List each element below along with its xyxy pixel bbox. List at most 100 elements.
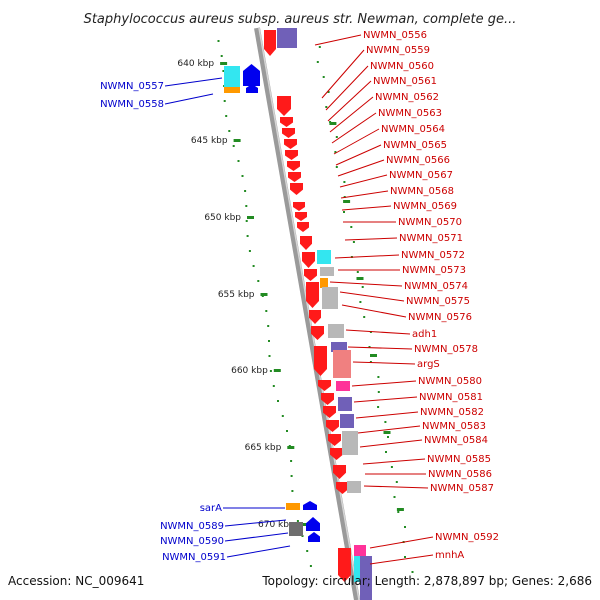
kbp-tick-label: 665 kbp bbox=[245, 443, 282, 453]
right-leader bbox=[355, 411, 419, 419]
right-leader bbox=[363, 485, 429, 489]
gc-dot bbox=[225, 115, 228, 117]
gc-dot bbox=[343, 211, 345, 213]
gene-arrow-forward bbox=[297, 222, 309, 232]
right-leader bbox=[325, 65, 369, 111]
cog-box bbox=[360, 556, 372, 600]
gc-dot bbox=[325, 106, 328, 108]
gene-arrow-forward bbox=[306, 282, 319, 308]
right-leader bbox=[337, 159, 385, 177]
gc-dot bbox=[220, 55, 223, 57]
right-leader bbox=[340, 190, 389, 199]
gc-dot bbox=[246, 235, 249, 237]
gc-dot bbox=[217, 40, 220, 42]
right-leader bbox=[334, 254, 400, 259]
gc-dot bbox=[268, 340, 270, 342]
gc-dot bbox=[322, 76, 325, 78]
gc-dot bbox=[363, 316, 366, 318]
cog-box bbox=[331, 342, 347, 352]
gene-arrow-forward bbox=[333, 465, 346, 479]
kbp-tick-label: 645 kbp bbox=[191, 136, 228, 146]
gc-dot bbox=[395, 481, 398, 483]
kbp-tick-label: 655 kbp bbox=[218, 290, 255, 300]
right-leader bbox=[369, 554, 434, 565]
label-leaders bbox=[164, 34, 434, 565]
right-gene-label: NWMN_0587 bbox=[430, 483, 494, 494]
right-tick bbox=[396, 508, 404, 511]
gc-dot bbox=[397, 511, 400, 513]
gene-arrow-forward bbox=[330, 448, 343, 460]
cog-box bbox=[322, 287, 338, 309]
gene-arrow-reverse bbox=[243, 64, 260, 86]
cog-box bbox=[336, 381, 350, 391]
gene-arrow-forward bbox=[277, 96, 291, 116]
right-gene-label: NWMN_0559 bbox=[366, 45, 430, 56]
right-gene-label: NWMN_0584 bbox=[424, 435, 488, 446]
gc-dot bbox=[281, 415, 284, 417]
gc-dot bbox=[257, 280, 260, 282]
accession-text: Accession: NC_009641 bbox=[8, 574, 144, 588]
gene-arrow-forward bbox=[264, 30, 276, 56]
gene-arrow-forward bbox=[290, 183, 303, 195]
gc-dot bbox=[245, 220, 248, 222]
gc-dot bbox=[390, 466, 393, 468]
gc-dot bbox=[369, 361, 372, 363]
cog-box bbox=[354, 545, 366, 557]
gene-arrow-forward bbox=[288, 172, 301, 182]
gc-dot bbox=[377, 406, 380, 408]
kbp-ticks: 640 kbp 645 kbp 650 kbp 655 kbp 660 kbp 665 k… bbox=[177, 59, 404, 530]
right-leader bbox=[352, 361, 416, 365]
gc-dot bbox=[404, 556, 406, 558]
cog-box bbox=[224, 87, 240, 93]
right-gene-label: NWMN_0563 bbox=[378, 108, 442, 119]
gc-dot bbox=[343, 181, 346, 183]
summary-text: Topology: circular; Length: 2,878,897 bp… bbox=[261, 574, 592, 588]
right-gene-label: adh1 bbox=[412, 329, 437, 340]
right-leader bbox=[345, 329, 411, 335]
gc-dot bbox=[252, 265, 255, 267]
gc-dot bbox=[335, 166, 338, 168]
backbone bbox=[254, 27, 360, 600]
right-gene-label: NWMN_0570 bbox=[398, 217, 462, 228]
right-leader bbox=[341, 205, 392, 211]
gene-features bbox=[224, 28, 372, 600]
right-leader bbox=[351, 380, 417, 387]
right-gene-label: NWMN_0567 bbox=[389, 170, 453, 181]
left-leader bbox=[164, 77, 223, 87]
gc-dot bbox=[241, 175, 244, 177]
gene-arrow-reverse bbox=[246, 84, 258, 93]
gc-dot bbox=[309, 565, 312, 567]
map-title: Staphylococcus aureus subsp. aureus str.… bbox=[84, 12, 517, 27]
gc-dot bbox=[352, 241, 355, 243]
right-gene-label: NWMN_0592 bbox=[435, 532, 499, 543]
gc-dot bbox=[377, 376, 380, 378]
kbp-tick-label: 670 kbp bbox=[258, 520, 295, 530]
right-leader bbox=[359, 439, 423, 448]
gc-dot bbox=[244, 190, 247, 192]
gc-dot bbox=[237, 160, 240, 162]
gc-dot bbox=[228, 130, 231, 132]
right-gene-label: NWMN_0556 bbox=[363, 30, 427, 41]
right-tick bbox=[343, 200, 351, 203]
cog-box bbox=[317, 250, 331, 264]
right-gene-label: NWMN_0578 bbox=[414, 344, 478, 355]
gc-dot bbox=[248, 250, 251, 252]
right-leader bbox=[339, 291, 405, 302]
right-gene-label: NWMN_0560 bbox=[370, 61, 434, 72]
gene-arrow-forward bbox=[311, 326, 324, 340]
cog-box bbox=[354, 556, 364, 582]
gc-dot bbox=[385, 451, 387, 453]
kbp-tick bbox=[287, 446, 295, 449]
gc-dot bbox=[290, 475, 293, 477]
gc-dot bbox=[334, 151, 337, 153]
gc-dot bbox=[387, 436, 389, 438]
gc-dot bbox=[232, 145, 235, 147]
gene-arrow-forward bbox=[336, 482, 349, 494]
right-gene-label: NWMN_0562 bbox=[375, 92, 439, 103]
gc-dot bbox=[268, 355, 271, 357]
gene-arrow-forward bbox=[284, 139, 297, 149]
gc-dot bbox=[245, 205, 248, 207]
right-leader bbox=[344, 237, 398, 241]
gc-dot bbox=[368, 346, 371, 348]
right-tick bbox=[329, 122, 337, 125]
